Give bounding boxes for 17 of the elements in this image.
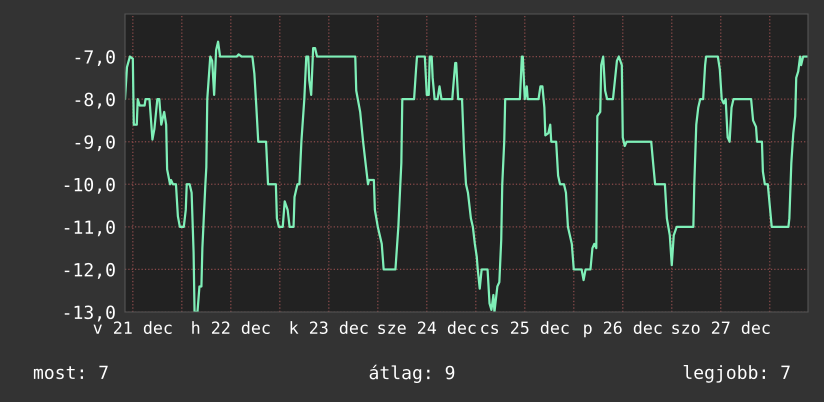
y-tick-label: -12,0: [64, 262, 115, 279]
text: most: 7: [34, 366, 108, 380]
x-tick-label: sze 24 dec: [378, 321, 476, 334]
y-tick-label: -13,0: [64, 306, 115, 322]
x-tick-label: v 21 dec: [94, 321, 172, 334]
x-tick-label: k 23 dec: [290, 321, 368, 334]
x-tick-label: p 26 dec: [584, 321, 662, 338]
y-tick-label: -8,0: [76, 92, 115, 109]
x-tick-label: h 22 dec: [192, 321, 270, 334]
text: átlag: 9: [370, 364, 454, 384]
x-tick-label: szo 27 dec: [672, 321, 770, 334]
y-tick-label: -11,0: [64, 220, 115, 236]
x-tick-label: cs 25 dec: [481, 321, 569, 334]
y-tick-label: -7,0: [76, 50, 115, 66]
y-tick-label: -10,0: [64, 178, 115, 194]
text: legjobb: 7: [684, 365, 790, 383]
y-tick-label: -9,0: [76, 135, 115, 152]
